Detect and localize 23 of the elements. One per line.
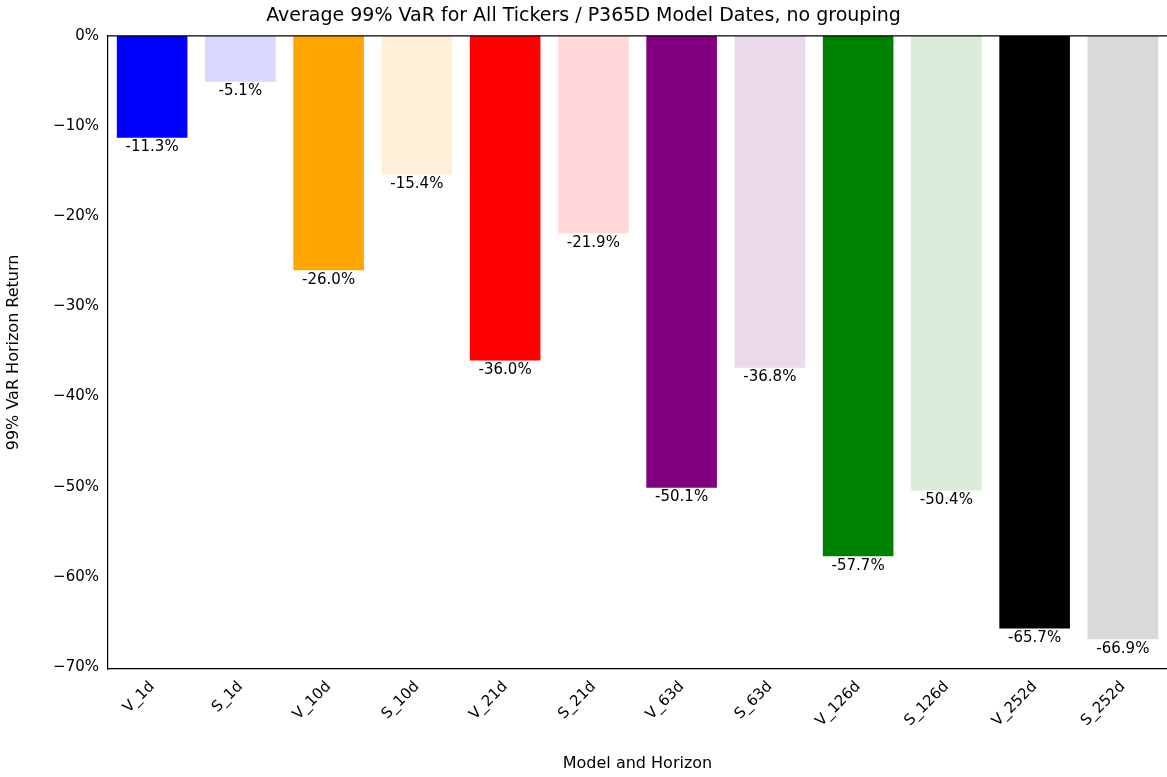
- y-tick-label: −20%: [53, 206, 99, 225]
- y-tick-label: −40%: [53, 386, 99, 405]
- data-label: -26.0%: [302, 269, 356, 288]
- data-label: -66.9%: [1096, 638, 1150, 657]
- data-label: -36.0%: [478, 359, 532, 378]
- y-axis-title: 99% VaR Horizon Return: [2, 254, 22, 451]
- y-tick-label: −70%: [53, 657, 99, 676]
- data-label: -15.4%: [390, 174, 444, 193]
- data-label: -50.1%: [655, 487, 709, 506]
- data-label: -21.9%: [566, 232, 620, 251]
- y-tick-label: −60%: [53, 566, 99, 585]
- y-tick-label: 0%: [75, 25, 99, 44]
- data-label: -11.3%: [125, 137, 179, 156]
- y-tick-label: −30%: [53, 296, 99, 315]
- data-label: -57.7%: [831, 555, 885, 574]
- data-label: -36.8%: [743, 367, 797, 386]
- y-tick-label: −10%: [53, 115, 99, 134]
- chart-title: Average 99% VaR for All Tickers / P365D Model Dates, no grouping: [266, 3, 901, 26]
- data-label: -65.7%: [1008, 627, 1062, 646]
- x-axis-title: Model and Horizon: [562, 752, 713, 772]
- data-label: -5.1%: [218, 81, 263, 100]
- data-label: -50.4%: [919, 489, 973, 508]
- y-tick-label: −50%: [53, 476, 99, 495]
